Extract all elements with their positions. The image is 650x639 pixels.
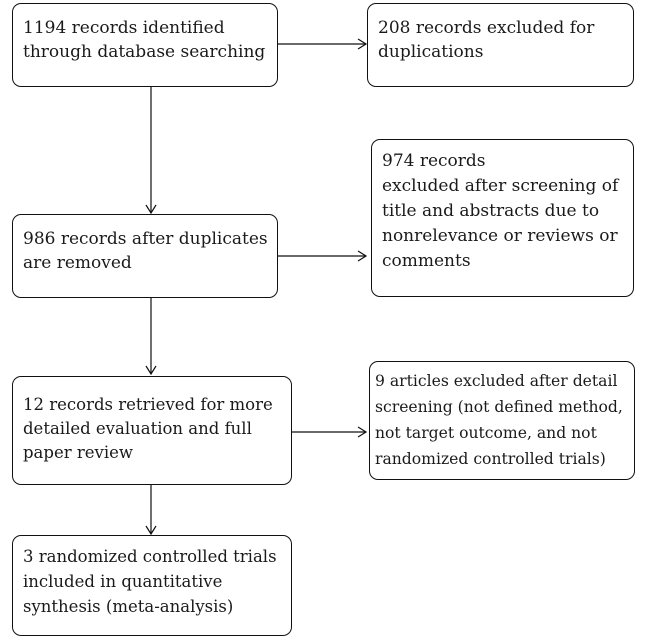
excluded-screening-line-2: excluded after screening of: [382, 176, 619, 196]
arrow-identified-to-after-duplicates: [145, 87, 157, 215]
arrow-retrieved-to-included: [145, 485, 157, 536]
excluded-screening-box: 974 records excluded after screening of …: [371, 139, 634, 297]
excluded-screening-line-3: title and abstracts due to: [382, 201, 600, 221]
after-duplicates-line-1: 986 records after duplicates: [23, 229, 268, 249]
excluded-screening-line-5: comments: [382, 251, 471, 271]
excluded-duplicates-line-1: 208 records excluded for: [378, 18, 595, 38]
records-identified-line-2: through database searching: [23, 42, 266, 62]
arrow-retrieved-to-excluded-detail: [292, 426, 368, 438]
excluded-screening-line-1: 974 records: [382, 151, 486, 171]
included-line-3: synthesis (meta-analysis): [23, 597, 234, 616]
excluded-detail-line-1: 9 articles excluded after detail: [375, 372, 618, 390]
excluded-detail-box: 9 articles excluded after detail screeni…: [369, 361, 635, 480]
arrow-after-duplicates-to-excluded-screening: [278, 250, 368, 262]
excluded-detail-line-3: not target outcome, and not: [375, 424, 597, 442]
retrieved-line-1: 12 records retrieved for more: [23, 395, 273, 414]
included-line-2: included in quantitative: [23, 572, 223, 591]
records-identified-line-1: 1194 records identified: [23, 18, 225, 38]
after-duplicates-line-2: are removed: [23, 253, 132, 273]
included-box: 3 randomized controlled trials included …: [12, 535, 292, 636]
after-duplicates-box: 986 records after duplicates are removed: [12, 214, 278, 298]
retrieved-line-2: detailed evaluation and full: [23, 419, 252, 438]
excluded-duplicates-box: 208 records excluded for duplications: [367, 3, 634, 87]
retrieved-box: 12 records retrieved for more detailed e…: [12, 376, 292, 485]
arrow-after-duplicates-to-retrieved: [145, 298, 157, 376]
excluded-detail-line-4: randomized controlled trials): [375, 450, 606, 468]
excluded-duplicates-line-2: duplications: [378, 42, 484, 62]
excluded-detail-line-2: screening (not defined method,: [375, 398, 623, 416]
retrieved-line-3: paper review: [23, 443, 133, 462]
records-identified-box: 1194 records identified through database…: [12, 3, 278, 87]
arrow-identified-to-excluded: [278, 38, 368, 50]
included-line-1: 3 randomized controlled trials: [23, 547, 277, 566]
excluded-screening-line-4: nonrelevance or reviews or: [382, 226, 618, 246]
